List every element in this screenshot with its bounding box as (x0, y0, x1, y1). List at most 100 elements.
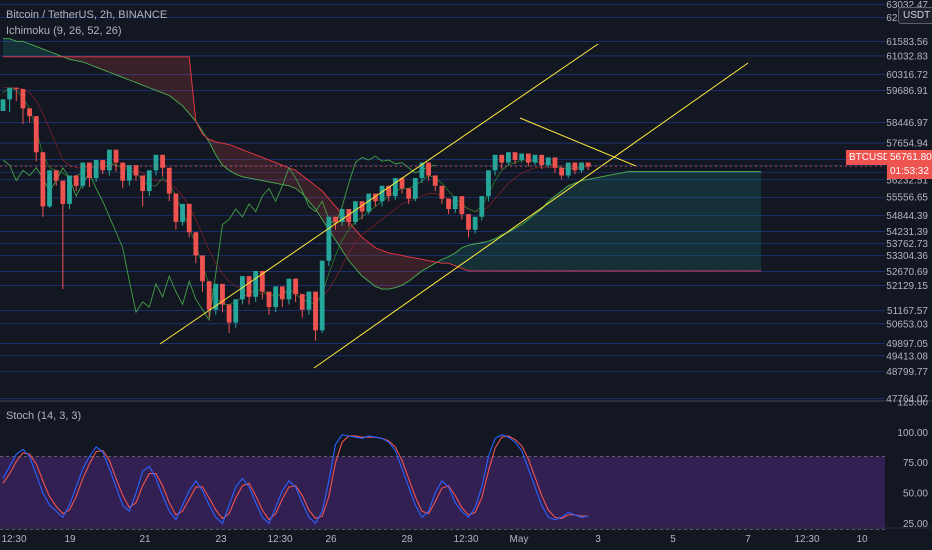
candle-body (186, 203, 192, 233)
ichimoku-cloud (155, 56, 163, 93)
time-axis[interactable]: 12:30 19 21 23 12:30 26 28 12:30 May 3 5 7 12:30 10 (0, 527, 932, 545)
candle-body (572, 162, 578, 171)
ichimoku-cloud (741, 171, 748, 271)
candle-body (439, 185, 445, 199)
time-tick-label: 23 (215, 534, 227, 545)
candle-body (452, 196, 458, 210)
ichimoku-cloud (721, 171, 728, 271)
ichimoku-cloud (348, 221, 356, 269)
time-tick-label: 26 (325, 534, 337, 545)
candle-body (432, 175, 438, 186)
ichimoku-cloud (169, 56, 176, 101)
candle-body (213, 283, 219, 310)
candle-body (67, 175, 72, 204)
ichimoku-cloud (661, 171, 668, 271)
ichimoku-cloud (49, 51, 57, 57)
candle-body (0, 99, 6, 111)
candle-body (279, 286, 285, 300)
ichimoku-cloud (235, 147, 243, 177)
ichimoku-cloud (122, 56, 130, 80)
candle-body (193, 232, 199, 256)
candle-body (20, 89, 26, 109)
last-price-badge: 56761.80 (887, 150, 932, 165)
ichimoku-cloud (362, 237, 369, 282)
stoch-tick-label: 100.00 (897, 428, 928, 439)
candle-body (552, 157, 558, 168)
time-tick-label: 12:30 (1, 534, 26, 545)
candle-body (253, 270, 259, 297)
ichimoku-cloud (89, 56, 97, 68)
ichimoku-cloud (734, 171, 742, 271)
currency-button[interactable]: USDT (898, 7, 932, 24)
stoch-pane[interactable]: 125.00 100.00 75.00 50.00 25.00 (0, 398, 928, 530)
ichimoku-cloud (262, 157, 269, 182)
candle-body (313, 291, 318, 331)
candle-body (113, 149, 119, 163)
candle-body (286, 278, 292, 300)
ichimoku-indicator-label[interactable]: Ichimoku (9, 26, 52, 26) (6, 25, 122, 37)
candle-body (53, 170, 59, 181)
time-tick-label: 12:30 (453, 534, 478, 545)
stoch-indicator-label[interactable]: Stoch (14, 3, 3) (6, 410, 82, 422)
ichimoku-cloud (608, 174, 615, 271)
candle-body (419, 162, 425, 179)
symbol-title[interactable]: Bitcoin / TetherUS, 2h, BINANCE (6, 9, 168, 21)
candle-body (559, 167, 564, 176)
candle-body (399, 178, 405, 189)
candle-body (359, 201, 365, 212)
candle-body (545, 157, 551, 166)
candle-body (366, 193, 372, 212)
candle-body (200, 255, 205, 282)
ichimoku-cloud (501, 232, 509, 271)
trend-line[interactable] (519, 117, 637, 167)
candle-body (146, 170, 152, 191)
ichimoku-cloud (255, 154, 263, 181)
candle-body (233, 299, 239, 323)
ichimoku-cloud (308, 180, 316, 210)
ichimoku-cloud (455, 247, 462, 269)
ichimoku-cloud (707, 171, 715, 271)
ichimoku-cloud (402, 255, 409, 286)
ichimoku-cloud (3, 38, 10, 57)
ichimoku-cloud (515, 224, 522, 271)
candle-body (306, 291, 312, 310)
candle-body (392, 178, 398, 197)
trend-line[interactable] (313, 62, 749, 369)
price-tick-label: 61583.56 (886, 37, 928, 48)
candle-body (499, 154, 505, 163)
trend-line[interactable] (159, 43, 599, 345)
candle-body (133, 165, 139, 176)
candle-body (266, 291, 272, 308)
price-tick-label: 54844.39 (886, 211, 928, 222)
price-tick-label: 63032.47 (886, 0, 928, 11)
candle-body (226, 304, 232, 323)
ichimoku-cloud (428, 260, 436, 268)
ichimoku-cloud (687, 171, 695, 271)
ichimoku-cloud (441, 256, 449, 264)
candle-body (472, 216, 478, 230)
candle-body (539, 154, 545, 166)
ichimoku-cloud (375, 247, 383, 290)
ichimoku-cloud (668, 171, 675, 271)
candle-body (519, 153, 525, 160)
ichimoku-cloud (541, 201, 549, 271)
ichimoku-cloud (521, 219, 529, 271)
ichimoku-cloud (701, 171, 708, 271)
ichimoku-cloud (242, 149, 250, 179)
ichimoku-cloud (461, 245, 469, 271)
price-axis[interactable]: 63032.4762514.8361583.5661032.8360316.72… (885, 0, 932, 405)
time-tick-label: 5 (670, 534, 676, 545)
price-tick-label: 55556.65 (886, 193, 928, 204)
price-tick-label: 57654.94 (886, 139, 928, 150)
candle-body (259, 270, 265, 292)
stoch-tick-label: 50.00 (903, 489, 928, 500)
candle-body (326, 216, 332, 261)
price-tick-label: 47764.07 (886, 394, 928, 405)
ichimoku-cloud (29, 43, 37, 57)
price-pane[interactable] (0, 4, 932, 402)
candle-body (346, 209, 352, 222)
candle-body (47, 170, 52, 207)
ichimoku-cloud (614, 172, 622, 271)
candle-body (319, 260, 325, 331)
